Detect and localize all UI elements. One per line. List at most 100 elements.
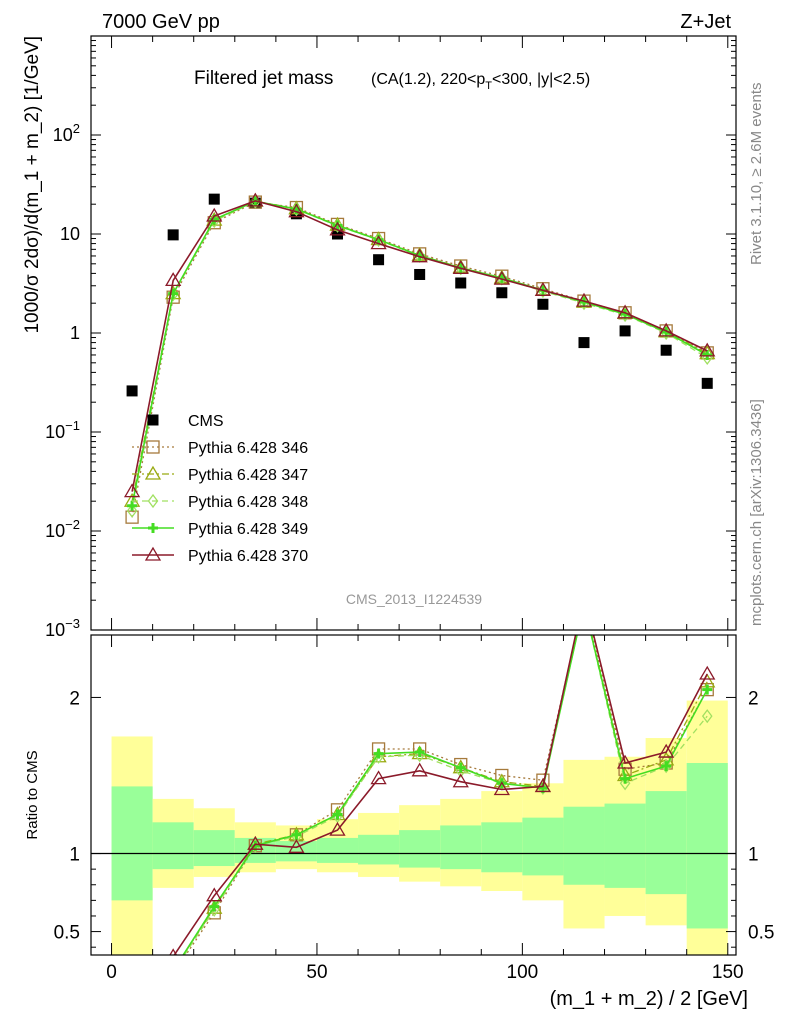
- main-point-0-7: [414, 268, 426, 280]
- main-point-5-10: [534, 282, 552, 296]
- ratio-point-3-8: [455, 762, 466, 773]
- legend-marker-3: [147, 493, 159, 509]
- main-point-0-5: [331, 228, 343, 240]
- main-point-5-1: [165, 272, 182, 287]
- rivet-version-label: Rivet 3.1.10, ≥ 2.6M events: [748, 83, 765, 266]
- ratio-y-tick-label-left-2: 0.5: [54, 923, 80, 944]
- y-tick-base: 10: [53, 125, 73, 145]
- subtitle-sub-t: T: [485, 80, 492, 92]
- legend-marker-4: [148, 523, 158, 533]
- ratio-inner-band: [399, 830, 441, 868]
- main-point-0-11: [578, 337, 590, 349]
- ratio-point-3-6: [373, 748, 384, 759]
- main-point-5-4: [288, 203, 305, 218]
- ratio-point-4-9: [493, 781, 510, 796]
- legend-label-4: Pythia 6.428 349: [188, 521, 308, 538]
- ratio-series-line-4: [173, 635, 708, 955]
- ratio-point-4-4: [288, 839, 305, 853]
- ratio-point-3-12: [620, 773, 631, 784]
- x-tick-label-0: 0: [106, 962, 117, 983]
- ratio-point-3-5: [332, 809, 343, 820]
- main-y-tick-label-4: 10−2: [45, 517, 80, 541]
- ratio-inner-band: [358, 834, 400, 865]
- legend-label-3: Pythia 6.428 348: [188, 494, 308, 511]
- main-series-line-5: [131, 200, 708, 492]
- main-point-0-14: [701, 377, 713, 389]
- ratio-axis-ticks: 2 2 1 1 0.5 0.5 0 50 100 150: [54, 635, 774, 983]
- main-y-axis-label: 1000/σ 2dσ)/d(m_1 + m_2) [1/GeV]: [22, 36, 43, 334]
- ratio-point-4-5: [329, 821, 346, 836]
- main-point-0-6: [373, 254, 385, 266]
- ratio-point-4-14: [699, 665, 716, 680]
- ratio-inner-band: [152, 822, 194, 870]
- ratio-y-tick-label-left-1: 1: [69, 845, 80, 866]
- main-series-layer: [123, 192, 716, 524]
- legend-label-2: Pythia 6.428 347: [188, 467, 308, 484]
- legend: CMS Pythia 6.428 346 Pythia 6.428 347 Pythi…: [132, 413, 308, 565]
- main-point-5-0: [123, 483, 141, 498]
- y-tick-exponent: −2: [65, 517, 80, 532]
- main-y-tick-label-3: 10−1: [45, 418, 80, 442]
- ratio-series-4: [169, 635, 716, 955]
- ratio-inner-band: [440, 825, 482, 870]
- main-point-3-4: [291, 202, 302, 217]
- ratio-point-3-14: [702, 684, 713, 695]
- ratio-point-4-10: [534, 778, 552, 793]
- x-tick-label-3: 150: [712, 962, 744, 983]
- main-y-tick-label-1: 10: [60, 224, 80, 244]
- main-point-0-8: [455, 277, 467, 289]
- main-point-4-0: [127, 500, 138, 511]
- ratio-inner-band: [563, 806, 605, 885]
- ratio-inner-band: [686, 763, 728, 929]
- main-point-0-2: [208, 193, 220, 205]
- ratio-point-4-7: [411, 762, 428, 777]
- subtitle-part-2: <300, |y|<2.5): [492, 71, 590, 88]
- main-point-5-3: [247, 192, 264, 207]
- main-point-5-14: [699, 342, 716, 357]
- main-series-5: [123, 192, 716, 498]
- ratio-series-layer: [169, 635, 716, 955]
- main-point-0-12: [619, 325, 631, 337]
- main-y-tick-label-5: 10−3: [45, 616, 80, 640]
- main-point-5-7: [411, 248, 428, 263]
- ratio-point-4-13: [658, 743, 675, 758]
- main-series-line-4: [131, 200, 708, 506]
- ratio-y-tick-label-left-0: 2: [69, 688, 80, 709]
- x-axis-label: (m_1 + m_2) / 2 [GeV]: [550, 988, 748, 1010]
- ratio-inner-band: [193, 830, 235, 867]
- main-point-5-11: [575, 292, 593, 307]
- ratio-point-4-3: [247, 835, 264, 850]
- source-label: mcplots.cern.ch [arXiv:1306.3436]: [748, 399, 765, 626]
- ratio-y-tick-label-right-1: 1: [748, 845, 759, 866]
- ratio-inner-band: [481, 822, 523, 873]
- main-plot-frame: [90, 35, 737, 631]
- ratio-point-2-12: [619, 776, 631, 791]
- header-left: 7000 GeV pp: [102, 11, 220, 33]
- ratio-y-axis-label: Ratio to CMS: [24, 750, 41, 839]
- ratio-inner-band: [604, 803, 646, 888]
- x-tick-label-1: 50: [306, 962, 327, 983]
- main-y-tick-label-0: 102: [53, 121, 80, 145]
- ratio-uncertainty-bands: [91, 700, 736, 955]
- main-point-3-0: [126, 503, 138, 518]
- ratio-inner-band: [522, 817, 564, 876]
- main-point-0-1: [167, 229, 179, 241]
- y-tick-base: 10: [45, 620, 65, 640]
- ratio-plot-frame: [90, 634, 737, 956]
- ratio-point-3-13: [661, 761, 672, 772]
- main-point-0-9: [496, 287, 508, 299]
- y-tick-base: 10: [45, 521, 65, 541]
- ratio-inner-band: [111, 786, 153, 901]
- legend-label-0: CMS: [188, 413, 224, 430]
- ratio-inner-band: [275, 841, 317, 862]
- y-tick-exponent: −3: [65, 616, 80, 631]
- legend-label-1: Pythia 6.428 346: [188, 440, 308, 457]
- subtitle-part-1: (CA(1.2), 220<p: [371, 71, 485, 88]
- main-point-5-2: [206, 207, 223, 222]
- legend-marker-5: [144, 546, 162, 561]
- main-point-0-0: [126, 385, 138, 397]
- x-tick-label-2: 100: [507, 962, 539, 983]
- main-point-0-13: [660, 344, 672, 356]
